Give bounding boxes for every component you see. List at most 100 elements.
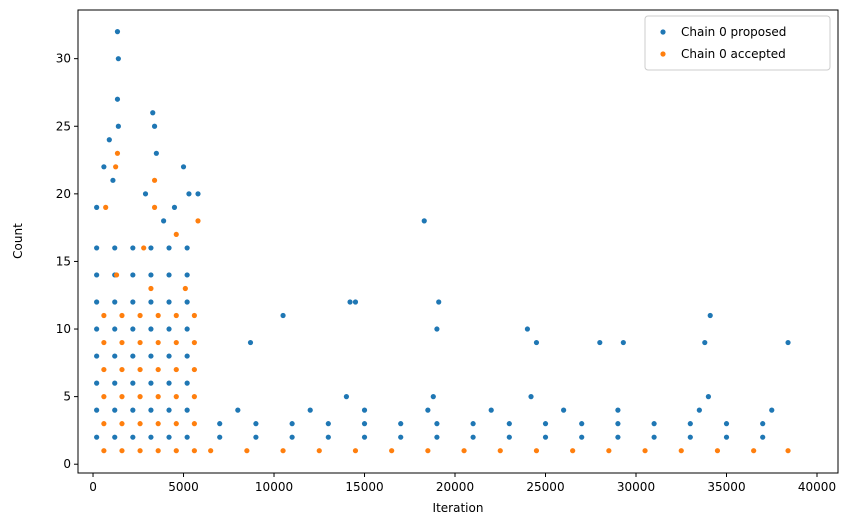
point xyxy=(352,299,359,305)
x-tick-label: 5000 xyxy=(168,480,199,494)
point xyxy=(94,245,100,251)
point xyxy=(615,421,621,427)
point xyxy=(760,421,766,427)
point xyxy=(184,407,190,413)
point xyxy=(307,407,313,413)
point xyxy=(166,299,172,305)
x-tick-label: 20000 xyxy=(436,480,474,494)
point xyxy=(289,421,295,427)
point xyxy=(166,326,172,332)
point xyxy=(184,353,190,359)
point xyxy=(542,421,549,427)
point xyxy=(101,164,107,170)
legend-label: Chain 0 accepted xyxy=(681,47,786,61)
point xyxy=(166,434,172,440)
y-tick-label: 5 xyxy=(63,390,71,404)
point xyxy=(191,312,197,319)
point xyxy=(470,434,476,440)
point xyxy=(115,56,121,62)
point xyxy=(316,448,322,454)
point xyxy=(570,448,576,454)
point xyxy=(325,434,331,440)
point xyxy=(151,177,158,183)
point xyxy=(150,110,156,116)
plot-area xyxy=(94,29,791,454)
point xyxy=(217,434,223,440)
point xyxy=(217,421,223,427)
point xyxy=(148,434,154,440)
point xyxy=(244,448,250,454)
point xyxy=(253,421,259,427)
point xyxy=(113,164,119,170)
point xyxy=(751,448,757,454)
point xyxy=(119,339,125,346)
point xyxy=(94,407,100,413)
point xyxy=(166,245,172,251)
point xyxy=(361,434,368,440)
point xyxy=(561,407,567,413)
point xyxy=(112,299,118,305)
point xyxy=(94,380,100,386)
point xyxy=(94,299,100,305)
point xyxy=(434,421,440,427)
point xyxy=(434,434,440,440)
point xyxy=(723,421,730,427)
point xyxy=(247,339,254,346)
point xyxy=(130,245,136,251)
x-axis-label: Iteration xyxy=(433,501,484,515)
point xyxy=(115,123,121,129)
point xyxy=(325,421,331,427)
point xyxy=(528,394,534,400)
point xyxy=(195,191,201,197)
legend-marker xyxy=(660,51,666,57)
point xyxy=(148,353,154,359)
x-tick-label: 0 xyxy=(89,480,97,494)
point xyxy=(106,137,112,143)
point xyxy=(760,434,766,440)
point xyxy=(470,421,476,427)
point xyxy=(155,448,161,454)
point xyxy=(173,312,179,319)
point xyxy=(533,448,540,454)
point xyxy=(184,299,190,305)
point xyxy=(148,407,154,413)
point xyxy=(171,204,178,210)
point xyxy=(651,421,657,427)
point xyxy=(130,434,136,440)
point xyxy=(579,421,585,427)
point xyxy=(785,448,791,454)
point xyxy=(184,326,190,332)
point xyxy=(94,353,100,359)
point xyxy=(606,448,612,454)
point xyxy=(687,434,693,440)
point xyxy=(101,394,107,400)
point xyxy=(112,326,118,332)
point xyxy=(148,285,154,292)
point xyxy=(195,218,201,224)
point xyxy=(112,380,118,386)
legend-marker xyxy=(660,29,666,35)
x-tick-label: 15000 xyxy=(345,480,383,494)
point xyxy=(361,421,368,427)
point xyxy=(130,299,136,305)
point xyxy=(705,394,712,400)
point xyxy=(173,421,179,427)
point xyxy=(151,123,158,129)
point xyxy=(173,339,179,346)
point xyxy=(112,245,118,251)
point xyxy=(155,339,161,346)
point xyxy=(148,299,154,305)
point xyxy=(151,204,158,210)
point xyxy=(615,407,621,413)
point xyxy=(103,204,109,210)
point xyxy=(597,339,603,346)
point xyxy=(687,421,693,427)
y-tick-label: 0 xyxy=(63,457,71,471)
x-tick-label: 10000 xyxy=(255,480,293,494)
point xyxy=(148,272,154,278)
x-tick-label: 35000 xyxy=(707,480,745,494)
point xyxy=(434,326,440,332)
point xyxy=(137,339,143,346)
